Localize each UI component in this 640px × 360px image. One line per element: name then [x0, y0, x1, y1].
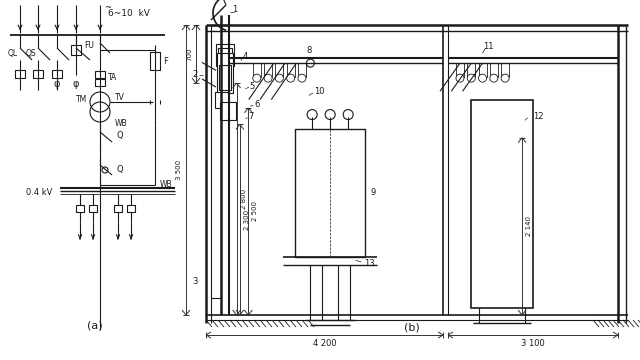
Bar — [295, 129, 365, 257]
Text: 13: 13 — [364, 259, 374, 268]
Text: 7: 7 — [248, 112, 254, 121]
Text: 700: 700 — [186, 47, 192, 61]
Text: TV: TV — [115, 93, 125, 102]
Text: 2 500: 2 500 — [252, 202, 259, 221]
Bar — [219, 65, 230, 90]
Text: FU: FU — [84, 41, 94, 50]
Circle shape — [253, 74, 260, 82]
Bar — [216, 44, 234, 67]
Text: 3: 3 — [193, 277, 198, 286]
Text: 4: 4 — [243, 52, 248, 61]
Text: 3 500: 3 500 — [176, 160, 182, 180]
Circle shape — [501, 74, 509, 82]
Bar — [95, 71, 105, 78]
Bar — [89, 205, 97, 212]
Bar — [490, 63, 498, 77]
Text: φ: φ — [73, 79, 79, 89]
Bar — [467, 63, 476, 77]
Text: 1: 1 — [232, 5, 237, 14]
Bar — [52, 70, 62, 78]
Text: F: F — [163, 57, 168, 66]
Text: 0.4 kV: 0.4 kV — [26, 188, 52, 197]
Bar — [479, 63, 486, 77]
Text: 11: 11 — [483, 42, 493, 51]
Text: Q: Q — [116, 131, 123, 140]
Circle shape — [287, 74, 294, 82]
Text: 4 200: 4 200 — [313, 339, 337, 348]
Text: φ: φ — [54, 79, 60, 89]
Text: (b): (b) — [404, 322, 420, 332]
Text: QL: QL — [8, 49, 18, 58]
Text: 5: 5 — [250, 82, 255, 91]
Text: 10: 10 — [314, 87, 324, 96]
Circle shape — [298, 74, 306, 82]
Text: Q: Q — [116, 165, 123, 174]
Text: 6~10  kV: 6~10 kV — [108, 9, 150, 18]
Bar — [253, 63, 260, 77]
Circle shape — [275, 74, 284, 82]
Text: WB: WB — [160, 180, 173, 189]
Bar — [501, 63, 509, 77]
Circle shape — [307, 109, 317, 120]
Bar — [33, 70, 43, 78]
Bar — [298, 63, 306, 77]
Text: 2 300: 2 300 — [244, 210, 250, 230]
Text: 2 800: 2 800 — [241, 189, 246, 209]
Bar — [214, 92, 228, 108]
Text: 8: 8 — [306, 46, 312, 55]
Bar — [150, 52, 160, 70]
Bar — [264, 63, 272, 77]
Bar — [287, 63, 294, 77]
Bar — [114, 205, 122, 212]
Text: (a): (a) — [87, 320, 103, 330]
Text: 6: 6 — [254, 100, 259, 109]
Bar — [71, 45, 81, 55]
Bar — [15, 70, 25, 78]
Text: 9: 9 — [370, 188, 376, 197]
Bar — [471, 100, 533, 309]
Bar — [216, 53, 232, 93]
Text: ~: ~ — [104, 4, 111, 13]
Text: 12: 12 — [533, 112, 544, 121]
Circle shape — [102, 167, 108, 173]
Bar — [95, 79, 105, 86]
Circle shape — [264, 74, 272, 82]
Bar — [275, 63, 284, 77]
Text: 2: 2 — [193, 70, 198, 79]
Bar — [218, 48, 232, 64]
Circle shape — [490, 74, 498, 82]
Text: WB: WB — [115, 118, 127, 127]
Circle shape — [467, 74, 476, 82]
Circle shape — [479, 74, 486, 82]
Text: TM: TM — [76, 95, 87, 104]
Bar — [76, 205, 84, 212]
Text: TA: TA — [108, 72, 117, 81]
Text: 2 140: 2 140 — [526, 216, 532, 237]
Bar — [220, 102, 236, 120]
Text: QS: QS — [26, 49, 36, 58]
Bar — [456, 63, 464, 77]
Text: 3 100: 3 100 — [521, 339, 545, 348]
Circle shape — [456, 74, 464, 82]
Circle shape — [343, 109, 353, 120]
Circle shape — [325, 109, 335, 120]
Circle shape — [307, 59, 314, 67]
Bar — [127, 205, 135, 212]
